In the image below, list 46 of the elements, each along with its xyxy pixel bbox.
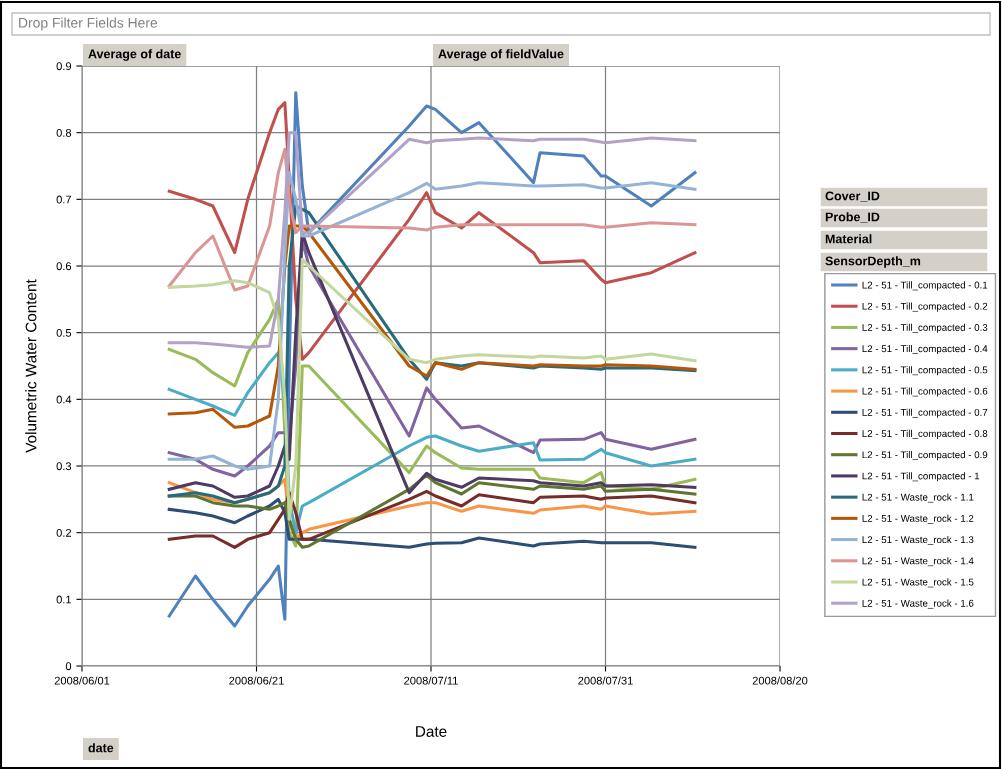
legend-label: L2 - 51 - Till_compacted - 0.1 <box>862 281 988 291</box>
legend-label: L2 - 51 - Till_compacted - 0.4 <box>862 345 988 355</box>
legend-label: L2 - 51 - Till_compacted - 0.5 <box>862 366 988 376</box>
text: Cover_ID <box>825 191 880 202</box>
legend-label: L2 - 51 - Till_compacted - 0.9 <box>862 451 988 461</box>
y-tick-label: 0.9 <box>56 62 72 71</box>
line-series <box>167 147 697 292</box>
legend-label: L2 - 51 - Waste_rock - 1.4 <box>862 557 974 567</box>
y-tick-label: 0.7 <box>56 195 72 204</box>
legend-label: L2 - 51 - Till_compacted - 0.7 <box>862 408 988 418</box>
y-tick-label: 0.5 <box>56 328 72 337</box>
y-tick-label: 0.1 <box>56 595 72 604</box>
text: Average of fieldValue <box>438 49 564 61</box>
text: Drop Filter Fields Here <box>19 17 158 31</box>
line-series <box>167 473 697 549</box>
text: date <box>88 743 114 753</box>
text: Probe_ID <box>825 212 880 223</box>
legend-label: L2 - 51 - Waste_rock - 1.5 <box>862 578 974 588</box>
legend-label: L2 - 51 - Till_compacted - 0.2 <box>862 302 988 312</box>
legend-label: L2 - 51 - Till_compacted - 0.8 <box>862 429 988 439</box>
x-tick-label: 2008/07/11 <box>404 676 458 685</box>
legend-label: L2 - 51 - Waste_rock - 1.1 <box>862 493 974 503</box>
x-tick-label: 2008/08/20 <box>752 676 808 685</box>
y-tick-label: 0.6 <box>56 262 72 271</box>
x-tick-label: 2008/06/21 <box>229 676 284 685</box>
x-tick-label: 2008/07/31 <box>578 676 633 685</box>
line-series <box>167 257 697 521</box>
line-series <box>167 171 697 471</box>
y-axis-title: Volumetric Water Content <box>25 279 37 453</box>
x-tick-label: 2008/06/01 <box>54 676 110 685</box>
line-series <box>167 131 697 349</box>
legend-label: L2 - 51 - Till_compacted - 0.3 <box>862 323 988 333</box>
legend-label: L2 - 51 - Waste_rock - 1.6 <box>862 599 974 609</box>
y-tick-label: 0.4 <box>56 395 72 404</box>
legend-label: L2 - 51 - Waste_rock - 1.3 <box>862 535 974 545</box>
legend-label: L2 - 51 - Till_compacted - 0.6 <box>862 387 988 397</box>
text: Average of date <box>88 49 181 61</box>
y-tick-label: 0.2 <box>56 528 72 537</box>
y-tick-label: 0 <box>65 662 72 671</box>
legend-label: L2 - 51 - Till_compacted - 1 <box>862 472 980 482</box>
text: SensorDepth_m <box>825 256 921 268</box>
text: Material <box>825 234 872 244</box>
y-tick-label: 0.3 <box>56 462 72 471</box>
legend-label: L2 - 51 - Waste_rock - 1.2 <box>862 514 974 524</box>
x-axis-title: Date <box>416 726 447 737</box>
y-tick-label: 0.8 <box>56 128 72 137</box>
